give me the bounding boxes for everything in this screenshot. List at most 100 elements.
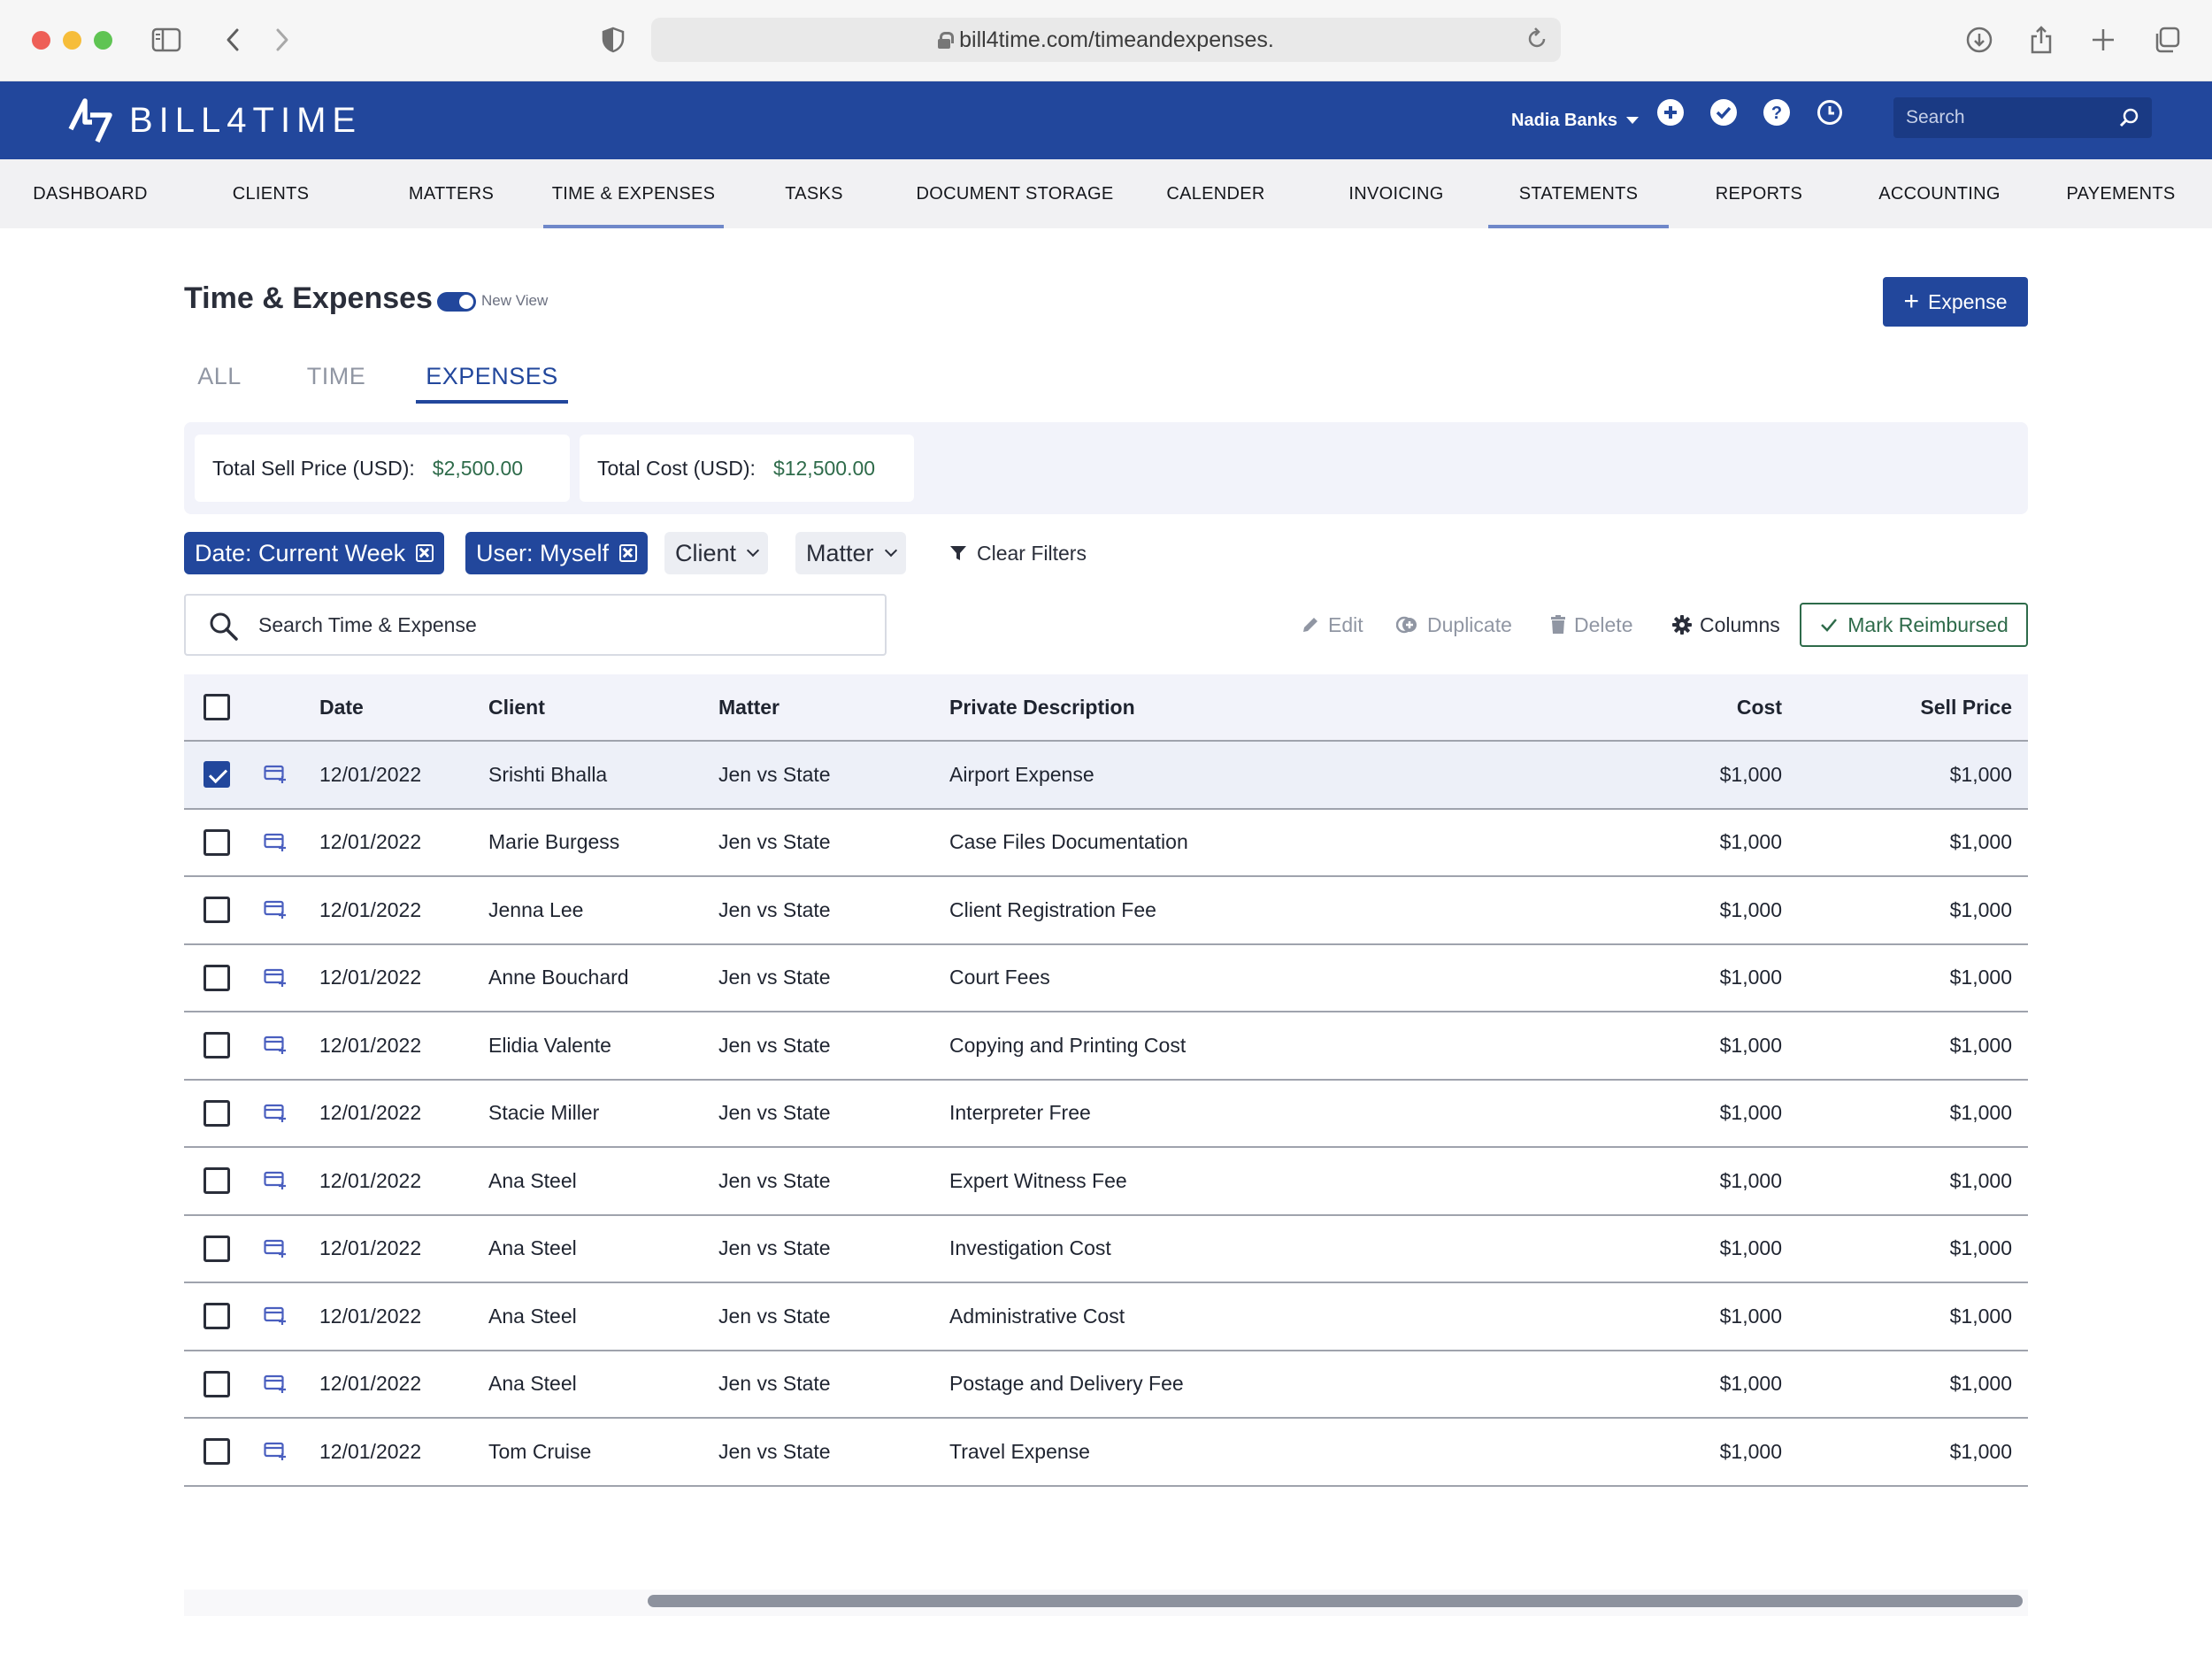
expense-card-icon[interactable] <box>264 742 287 808</box>
delete-button[interactable]: Delete <box>1550 605 1632 644</box>
row-checkbox[interactable] <box>204 1167 230 1195</box>
table-row[interactable]: 12/01/2022 Tom Cruise Jen vs State Trave… <box>184 1419 2028 1487</box>
logo[interactable]: BILL4TIME <box>65 94 362 147</box>
expense-card-icon[interactable] <box>264 945 287 1012</box>
expense-card-icon[interactable] <box>264 1012 287 1079</box>
client-filter-dropdown[interactable]: Client <box>664 532 769 574</box>
expense-card-icon[interactable] <box>264 1419 287 1485</box>
row-checkbox[interactable] <box>204 828 230 856</box>
column-header-client[interactable]: Client <box>488 695 545 719</box>
column-header-description[interactable]: Private Description <box>949 695 1135 719</box>
reload-icon[interactable] <box>1525 27 1548 57</box>
edit-button[interactable]: Edit <box>1301 605 1363 644</box>
select-all-checkbox[interactable] <box>204 694 230 720</box>
expense-card-icon[interactable] <box>264 1081 287 1147</box>
help-circle-icon[interactable]: ? <box>1763 99 1790 126</box>
table-row[interactable]: 12/01/2022 Marie Burgess Jen vs State Ca… <box>184 809 2028 877</box>
tab-expenses[interactable]: EXPENSES <box>416 350 568 404</box>
expense-card-icon[interactable] <box>264 877 287 943</box>
user-name: Nadia Banks <box>1511 110 1618 130</box>
table-row[interactable]: 12/01/2022 Srishti Bhalla Jen vs State A… <box>184 742 2028 810</box>
tab-time[interactable]: TIME <box>306 362 366 389</box>
expense-card-icon[interactable] <box>264 1283 287 1350</box>
header-search-input[interactable]: Search <box>1893 97 2152 138</box>
nav-item-dashboard[interactable]: DASHBOARD <box>33 183 148 204</box>
row-checkbox[interactable] <box>204 1032 230 1059</box>
horizontal-scrollbar-thumb[interactable] <box>648 1595 2023 1607</box>
duplicate-label: Duplicate <box>1427 612 1512 636</box>
table-row[interactable]: 12/01/2022 Ana Steel Jen vs State Expert… <box>184 1148 2028 1216</box>
nav-item-payements[interactable]: PAYEMENTS <box>2066 183 2176 204</box>
row-checkbox[interactable] <box>204 761 230 789</box>
browser-toolbar: bill4time.com/timeandexpenses. <box>0 0 2212 81</box>
row-checkbox[interactable] <box>204 1438 230 1466</box>
search-icon[interactable] <box>2118 107 2139 134</box>
nav-item-invoicing[interactable]: INVOICING <box>1348 183 1444 204</box>
table-row[interactable]: 12/01/2022 Stacie Miller Jen vs State In… <box>184 1080 2028 1148</box>
back-icon[interactable] <box>219 23 246 57</box>
address-bar[interactable]: bill4time.com/timeandexpenses. <box>651 18 1561 62</box>
nav-item-calender[interactable]: CALENDER <box>1166 183 1265 204</box>
table-row[interactable]: 12/01/2022 Anne Bouchard Jen vs State Co… <box>184 944 2028 1012</box>
check-circle-icon[interactable] <box>1710 99 1737 126</box>
add-expense-button[interactable]: + Expense <box>1883 277 2028 327</box>
expense-card-icon[interactable] <box>264 810 287 876</box>
nav-item-matters[interactable]: MATTERS <box>408 183 495 204</box>
total-cost-label: Total Cost (USD): <box>597 456 756 480</box>
column-header-date[interactable]: Date <box>319 695 364 719</box>
window-zoom-button[interactable] <box>94 31 112 50</box>
clear-filters-button[interactable]: Clear Filters <box>949 534 1087 573</box>
nav-item-reports[interactable]: REPORTS <box>1715 183 1803 204</box>
search-icon <box>209 612 239 647</box>
privacy-shield-icon[interactable] <box>600 23 626 57</box>
table-row[interactable]: 12/01/2022 Ana Steel Jen vs State Admini… <box>184 1283 2028 1351</box>
table-row[interactable]: 12/01/2022 Jenna Lee Jen vs State Client… <box>184 877 2028 945</box>
expense-card-icon[interactable] <box>264 1216 287 1282</box>
user-filter-chip[interactable]: User: Myself <box>465 532 649 574</box>
nav-item-time-expenses[interactable]: TIME & EXPENSES <box>543 159 724 228</box>
matter-filter-dropdown[interactable]: Matter <box>795 532 906 574</box>
table-row[interactable]: 12/01/2022 Ana Steel Jen vs State Postag… <box>184 1351 2028 1419</box>
table-row[interactable]: 12/01/2022 Elidia Valente Jen vs State C… <box>184 1012 2028 1081</box>
date-filter-chip[interactable]: Date: Current Week <box>184 532 445 574</box>
user-menu[interactable]: Nadia Banks <box>1511 103 1640 138</box>
row-checkbox[interactable] <box>204 1370 230 1397</box>
column-header-cost[interactable]: Cost <box>1736 695 1782 719</box>
clock-icon[interactable] <box>1816 99 1843 126</box>
expense-card-icon[interactable] <box>264 1148 287 1214</box>
nav-item-statements[interactable]: STATEMENTS <box>1488 159 1669 228</box>
expense-card-icon[interactable] <box>264 1351 287 1418</box>
row-checkbox[interactable] <box>204 1099 230 1127</box>
new-tab-icon[interactable] <box>2088 23 2118 57</box>
mark-reimbursed-button[interactable]: Mark Reimbursed <box>1800 603 2028 647</box>
nav-item-document-storage[interactable]: DOCUMENT STORAGE <box>916 183 1114 204</box>
share-icon[interactable] <box>2026 23 2056 57</box>
row-checkbox[interactable] <box>204 964 230 991</box>
window-close-button[interactable] <box>32 31 50 50</box>
remove-date-filter-icon[interactable] <box>416 544 434 562</box>
nav-item-tasks[interactable]: TASKS <box>785 183 843 204</box>
table-row[interactable]: 12/01/2022 Ana Steel Jen vs State Invest… <box>184 1215 2028 1283</box>
columns-label: Columns <box>1700 612 1780 636</box>
nav-item-accounting[interactable]: ACCOUNTING <box>1878 183 2001 204</box>
tab-overview-icon[interactable] <box>2152 23 2182 57</box>
window-minimize-button[interactable] <box>63 31 81 50</box>
nav-item-clients[interactable]: CLIENTS <box>232 183 310 204</box>
columns-button[interactable]: Columns <box>1672 605 1780 644</box>
download-icon[interactable] <box>1964 23 1994 57</box>
search-time-expense-input[interactable]: Search Time & Expense <box>184 594 887 656</box>
total-cost-card: Total Cost (USD): $12,500.00 <box>580 435 914 502</box>
add-circle-icon[interactable] <box>1657 99 1684 126</box>
column-header-matter[interactable]: Matter <box>718 695 780 719</box>
row-checkbox[interactable] <box>204 897 230 924</box>
duplicate-button[interactable]: Duplicate <box>1396 605 1512 644</box>
row-client: Srishti Bhalla <box>488 762 608 786</box>
remove-user-filter-icon[interactable] <box>619 544 638 562</box>
new-view-toggle[interactable] <box>437 292 476 312</box>
column-header-sell-price[interactable]: Sell Price <box>1920 695 2012 719</box>
row-checkbox[interactable] <box>204 1303 230 1330</box>
row-checkbox[interactable] <box>204 1235 230 1262</box>
tab-all[interactable]: ALL <box>197 362 242 389</box>
forward-icon[interactable] <box>269 23 296 57</box>
sidebar-toggle-icon[interactable] <box>149 23 184 57</box>
